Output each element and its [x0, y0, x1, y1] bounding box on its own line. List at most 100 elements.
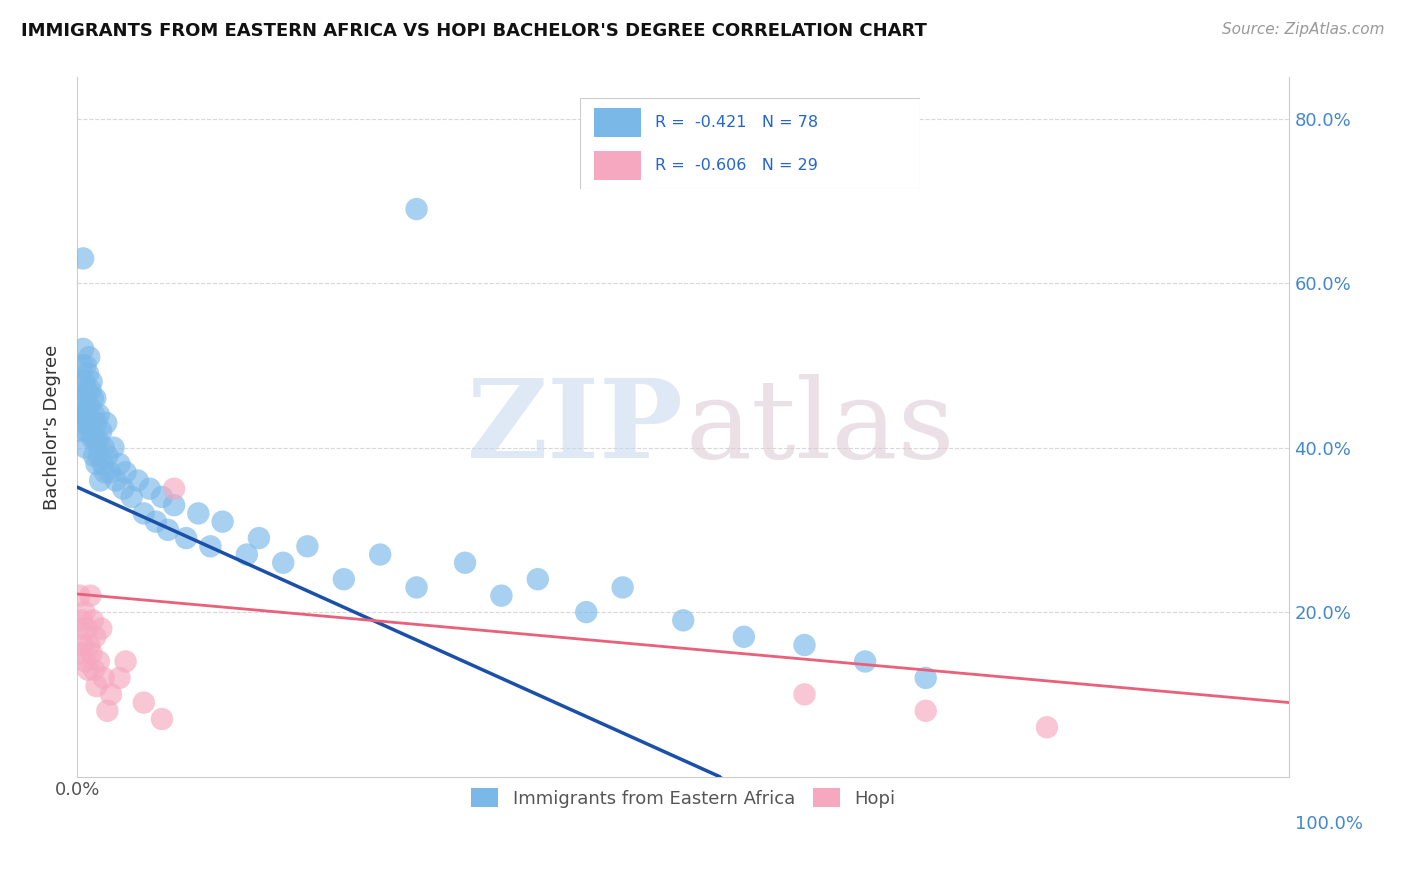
- Point: [75, 359, 97, 373]
- Point: [72, 252, 94, 266]
- Point: [79, 424, 101, 438]
- Text: ZIP: ZIP: [467, 374, 683, 481]
- Point: [75, 400, 97, 414]
- Point: [96, 704, 118, 718]
- Point: [672, 613, 695, 627]
- Point: [174, 531, 197, 545]
- Point: [86, 416, 108, 430]
- Point: [187, 507, 209, 521]
- Point: [114, 465, 136, 479]
- Point: [69, 375, 91, 389]
- Point: [86, 433, 108, 447]
- Point: [127, 474, 149, 488]
- Point: [82, 391, 104, 405]
- Point: [77, 400, 100, 414]
- Point: [84, 433, 107, 447]
- Point: [163, 498, 186, 512]
- Point: [793, 638, 815, 652]
- Point: [121, 490, 143, 504]
- Point: [112, 482, 135, 496]
- Point: [76, 424, 98, 438]
- Point: [211, 515, 233, 529]
- Point: [150, 712, 173, 726]
- Point: [77, 638, 100, 652]
- Point: [69, 391, 91, 405]
- Point: [76, 622, 98, 636]
- Point: [69, 646, 91, 660]
- Point: [83, 663, 105, 677]
- Point: [914, 704, 936, 718]
- Point: [67, 622, 90, 636]
- Point: [1036, 720, 1059, 734]
- Point: [793, 687, 815, 701]
- Point: [271, 556, 294, 570]
- Point: [575, 605, 598, 619]
- Point: [82, 433, 104, 447]
- Point: [91, 457, 114, 471]
- Point: [93, 671, 115, 685]
- Point: [93, 441, 115, 455]
- Point: [104, 474, 127, 488]
- Text: atlas: atlas: [686, 374, 955, 481]
- Point: [77, 663, 100, 677]
- Point: [79, 589, 101, 603]
- Point: [80, 416, 103, 430]
- Point: [67, 408, 90, 422]
- Point: [73, 375, 96, 389]
- Point: [72, 638, 94, 652]
- Point: [157, 523, 180, 537]
- Point: [103, 441, 125, 455]
- Point: [70, 408, 93, 422]
- Point: [96, 449, 118, 463]
- Y-axis label: Bachelor's Degree: Bachelor's Degree: [44, 344, 60, 509]
- Point: [87, 449, 110, 463]
- Text: 100.0%: 100.0%: [1295, 815, 1364, 833]
- Point: [853, 655, 876, 669]
- Point: [98, 465, 121, 479]
- Point: [76, 383, 98, 397]
- Point: [247, 531, 270, 545]
- Point: [72, 342, 94, 356]
- Point: [83, 449, 105, 463]
- Point: [163, 482, 186, 496]
- Point: [108, 457, 131, 471]
- Point: [70, 359, 93, 373]
- Point: [90, 424, 112, 438]
- Point: [87, 655, 110, 669]
- Point: [69, 424, 91, 438]
- Point: [368, 548, 391, 562]
- Point: [405, 581, 427, 595]
- Point: [297, 539, 319, 553]
- Point: [70, 613, 93, 627]
- Point: [612, 581, 634, 595]
- Point: [96, 416, 118, 430]
- Legend: Immigrants from Eastern Africa, Hopi: Immigrants from Eastern Africa, Hopi: [465, 783, 901, 813]
- Point: [80, 375, 103, 389]
- Point: [75, 655, 97, 669]
- Point: [132, 507, 155, 521]
- Point: [87, 408, 110, 422]
- Point: [114, 655, 136, 669]
- Point: [236, 548, 259, 562]
- Point: [75, 441, 97, 455]
- Point: [73, 605, 96, 619]
- Point: [132, 696, 155, 710]
- Point: [100, 687, 122, 701]
- Point: [200, 539, 222, 553]
- Point: [454, 556, 477, 570]
- Point: [86, 679, 108, 693]
- Point: [108, 671, 131, 685]
- Point: [491, 589, 513, 603]
- Point: [139, 482, 162, 496]
- Point: [89, 474, 111, 488]
- Point: [82, 613, 104, 627]
- Point: [145, 515, 167, 529]
- Point: [77, 350, 100, 364]
- Point: [72, 391, 94, 405]
- Point: [80, 646, 103, 660]
- Point: [84, 391, 107, 405]
- Point: [333, 572, 356, 586]
- Point: [77, 408, 100, 422]
- Point: [526, 572, 548, 586]
- Point: [69, 589, 91, 603]
